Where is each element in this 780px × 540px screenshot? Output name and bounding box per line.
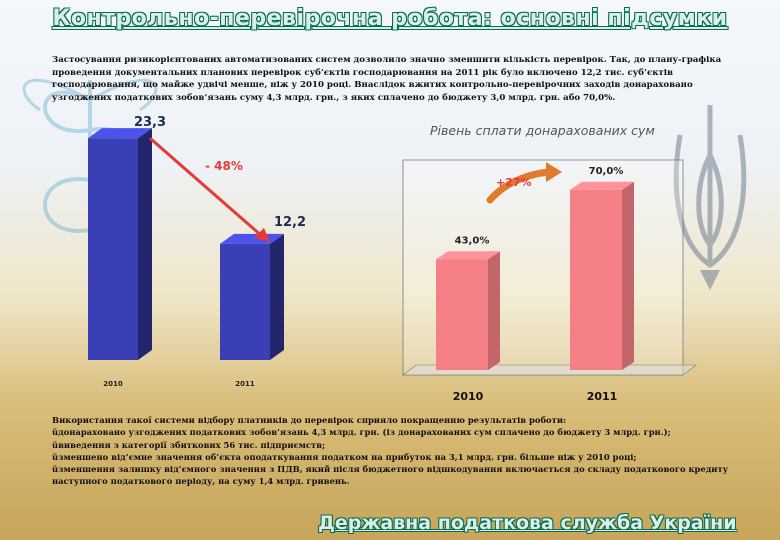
bar xyxy=(570,189,622,370)
bar xyxy=(436,259,488,370)
decline-arrow xyxy=(149,137,265,239)
bar xyxy=(220,243,270,360)
results-block: Використання такої системи відбору платн… xyxy=(52,414,752,488)
bullet-text: зменшено від’ємне значення об’єкта опода… xyxy=(58,451,637,462)
bar-top xyxy=(570,181,634,190)
change-annotation: - 48% xyxy=(205,159,243,173)
bullet-text: виведення з категорії збиткових 56 тис. … xyxy=(58,439,326,450)
intro-paragraph: Застосування ризикорієнтованих автоматиз… xyxy=(52,55,722,103)
bar-top xyxy=(436,251,500,260)
change-annotation: +27% xyxy=(496,176,532,189)
tick-label: 2010 xyxy=(453,390,484,403)
bar-side xyxy=(270,233,284,360)
data-label: 70,0% xyxy=(589,166,624,177)
results-bullet: üзменшено від’ємне значення об’єкта опод… xyxy=(52,451,752,463)
bar-side xyxy=(138,128,152,360)
results-lead: Використання такої системи відбору платн… xyxy=(52,415,567,425)
chart-inspections: 2010 23,3 2011 12,2 - 48% xyxy=(88,115,306,388)
tick-label: 2010 xyxy=(103,380,123,388)
tick-label: 2011 xyxy=(235,380,255,388)
bar-side xyxy=(488,251,500,370)
chart2-title: Рівень сплати донарахованих сум xyxy=(430,123,655,138)
growth-arrowhead xyxy=(546,162,562,182)
tick-label: 2011 xyxy=(587,390,618,403)
results-bullet: üвиведення з категорії збиткових 56 тис.… xyxy=(52,439,752,451)
bullet-text: донараховано узгоджених податкових зобов… xyxy=(58,427,671,438)
chart-payment-level: 2010 43,0% 2011 70,0% +27% xyxy=(402,159,697,403)
footer-org-name: Державна податкова служба України xyxy=(318,512,737,534)
check-icon: ü xyxy=(52,464,59,475)
check-icon: ü xyxy=(52,439,59,450)
page-title: Контрольно-перевірочна робота: основні п… xyxy=(52,6,728,31)
results-bullet: üзменшення залишку від’ємного значення з… xyxy=(52,463,752,488)
data-label: 43,0% xyxy=(455,235,490,246)
bar xyxy=(88,138,138,360)
decline-arrowhead xyxy=(254,227,270,242)
bar-top xyxy=(88,128,152,139)
check-icon: ü xyxy=(52,427,59,438)
trident-emblem xyxy=(673,105,747,290)
data-label: 23,3 xyxy=(134,115,166,130)
growth-arrow xyxy=(486,168,552,204)
bar-side xyxy=(622,181,634,370)
bullet-text: зменшення залишку від’ємного значення з … xyxy=(52,464,729,487)
data-label: 12,2 xyxy=(274,215,306,230)
check-icon: ü xyxy=(52,451,59,462)
results-bullet: üдонараховано узгоджених податкових зобо… xyxy=(52,426,752,438)
